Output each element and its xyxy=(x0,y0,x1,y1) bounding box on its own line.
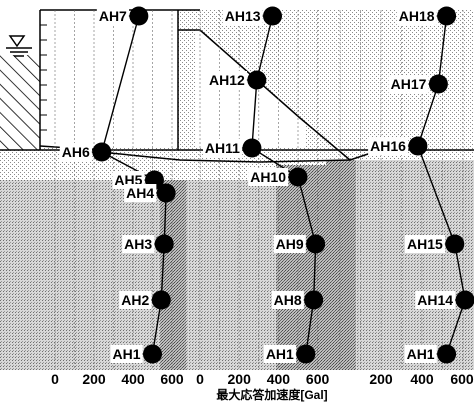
gauge-marker xyxy=(242,138,262,158)
x-tick-label: 400 xyxy=(267,371,291,387)
gauge-label: AH10 xyxy=(250,169,286,185)
wall-hatch xyxy=(0,55,40,150)
gauge-label: AH17 xyxy=(391,76,427,92)
gauge-label-bg xyxy=(119,291,152,309)
gauge-marker xyxy=(306,234,326,254)
left-lower-layer xyxy=(0,180,186,370)
gauge-marker xyxy=(154,234,174,254)
gauge-marker xyxy=(92,142,112,162)
gauge-marker xyxy=(408,136,428,156)
gauge-label: AH11 xyxy=(205,140,240,156)
gauge-label-bg xyxy=(96,7,130,25)
gauge-marker xyxy=(455,290,474,310)
gauge-label: AH18 xyxy=(399,8,435,24)
gauge-marker xyxy=(151,290,171,310)
gauge-label: AH13 xyxy=(225,8,261,24)
gauge-label-bg xyxy=(248,168,289,186)
x-tick-label: 200 xyxy=(369,371,393,387)
soil-layers xyxy=(0,10,474,370)
center-lower-layer xyxy=(186,180,276,370)
gauge-label-bg xyxy=(207,71,248,89)
x-tick-label: 600 xyxy=(450,371,474,387)
gauge-label: AH12 xyxy=(209,72,245,88)
x-axis-title: 最大応答加速度[Gal] xyxy=(216,387,327,402)
gauge-marker xyxy=(263,6,283,26)
x-tick-label: 200 xyxy=(82,371,106,387)
gauge-label: AH8 xyxy=(274,292,302,308)
gauge-label: AH16 xyxy=(370,138,406,154)
gauge-label-bg xyxy=(368,137,409,155)
water-table-icon xyxy=(6,35,32,57)
x-tick-label: 0 xyxy=(51,371,59,387)
gauge-label-bg xyxy=(415,291,456,309)
gauge-label-bg xyxy=(273,235,306,253)
gauge-label: AH3 xyxy=(124,236,152,252)
x-tick-label: 400 xyxy=(121,371,145,387)
x-axis-ticks: 0 200 400 600 0 200 400 600 200 400 600 xyxy=(51,371,474,387)
x-tick-label: 400 xyxy=(410,371,434,387)
gauge-label-bg xyxy=(202,139,243,157)
embankment-fill xyxy=(178,10,474,160)
gauge-label-bg xyxy=(59,143,93,161)
gauge-label-bg xyxy=(396,7,437,25)
x-tick-label: 600 xyxy=(306,371,330,387)
acceleration-profiles: AH7AH6AH5AH4AH3AH2AH1AH13AH12AH11AH10AH9… xyxy=(59,6,474,364)
gauge-label: AH6 xyxy=(62,144,90,160)
gauge-label: AH1 xyxy=(266,346,294,362)
gauge-marker xyxy=(437,344,457,364)
gauge-marker xyxy=(156,183,176,203)
gauge-marker xyxy=(288,167,308,187)
gauge-label: AH15 xyxy=(407,236,443,252)
gauge-label-bg xyxy=(405,235,446,253)
gauge-label-bg xyxy=(124,184,157,202)
gauge-marker xyxy=(304,290,324,310)
gauge-marker xyxy=(143,344,162,364)
gauge-label: AH4 xyxy=(126,185,154,201)
gauge-label-bg xyxy=(263,345,297,363)
gauge-label-bg xyxy=(110,345,143,363)
gauge-marker xyxy=(445,234,465,254)
gauge-label-bg xyxy=(388,75,429,93)
upper-center-column xyxy=(178,28,196,150)
gauge-label-bg xyxy=(222,7,263,25)
gauge-marker xyxy=(129,6,149,26)
gauge-label-bg xyxy=(404,345,437,363)
x-tick-label: 200 xyxy=(228,371,252,387)
profile-line xyxy=(417,15,466,355)
gauge-label-bg xyxy=(271,291,304,309)
gauge-marker xyxy=(428,74,448,94)
gauge-label-bg xyxy=(122,235,155,253)
gauge-label: AH14 xyxy=(417,292,453,308)
gauge-label: AH7 xyxy=(99,8,127,24)
right-dark-strip xyxy=(326,160,356,370)
right-lower-layer xyxy=(356,160,474,370)
gauge-marker xyxy=(437,6,457,26)
gauge-marker xyxy=(247,70,267,90)
gauge-label: AH2 xyxy=(121,292,149,308)
x-tick-label: 0 xyxy=(196,371,204,387)
gauge-label: AH9 xyxy=(276,236,304,252)
left-strip-zone xyxy=(160,180,186,370)
depth-ticks xyxy=(40,24,47,131)
gauge-marker xyxy=(296,344,316,364)
x-tick-label: 600 xyxy=(160,371,184,387)
gauge-label: AH1 xyxy=(112,346,140,362)
gauge-label: AH1 xyxy=(407,346,435,362)
